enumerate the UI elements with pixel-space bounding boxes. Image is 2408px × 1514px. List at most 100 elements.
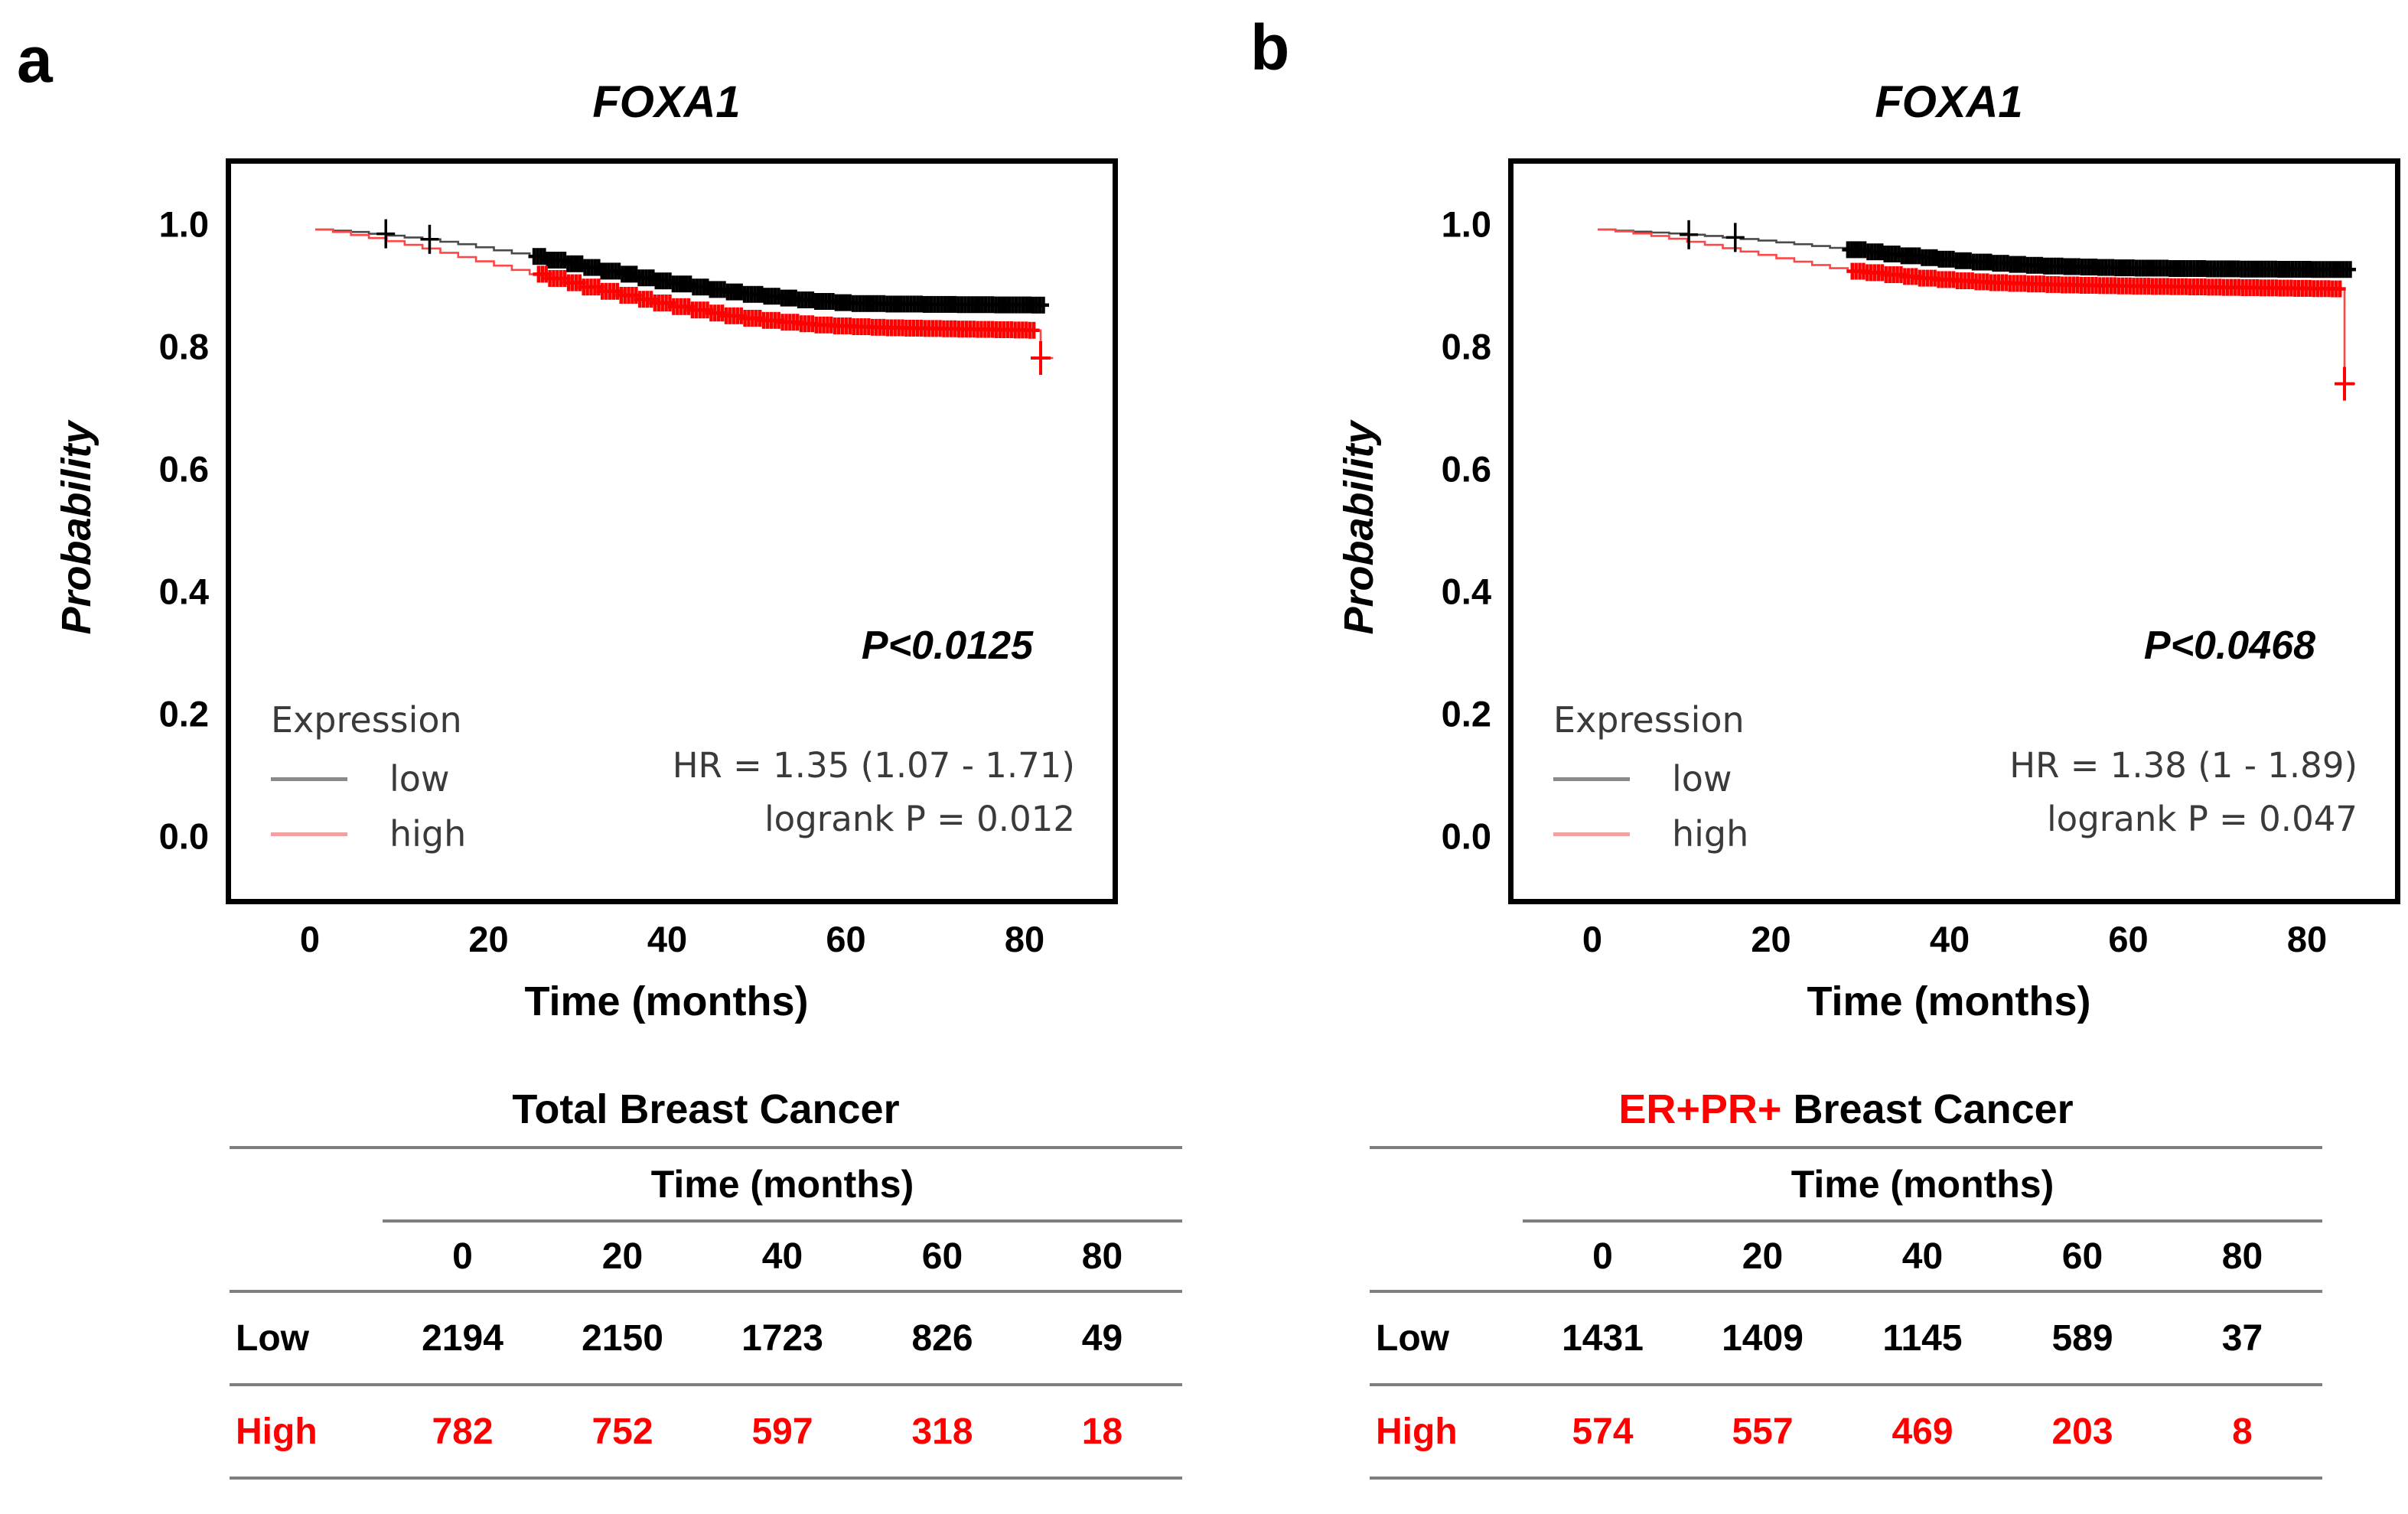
- panel-b-pvalue: P<0.0468: [2143, 624, 2315, 668]
- panel-b-risk-table: ER+PR+ Breast Cancer Time (months) 0 20 40 60…: [1370, 1073, 2322, 1480]
- ytick-label: 0.0: [158, 816, 209, 857]
- xtick-label: 80: [2286, 919, 2328, 959]
- risk-table-column-header: 0: [1592, 1236, 1613, 1277]
- ytick-label: 0.4: [1441, 571, 1491, 612]
- risk-table-column-header: 40: [761, 1236, 803, 1277]
- table-rule: [1370, 1477, 2322, 1480]
- table-rule: [1523, 1219, 2322, 1223]
- table-rule: [230, 1383, 1182, 1386]
- panel-a-legend-title: Expression: [271, 699, 462, 741]
- risk-table-value: 752: [591, 1411, 653, 1452]
- risk-table-value: 318: [911, 1411, 973, 1452]
- panel-a-legend-item-high: high: [271, 806, 466, 861]
- table-rule: [1370, 1290, 2322, 1293]
- risk-table-value: 8: [2232, 1411, 2253, 1452]
- risk-table-row-label: High: [236, 1411, 318, 1452]
- legend-label-low: low: [389, 758, 450, 799]
- risk-table-value: 1145: [1882, 1317, 1963, 1359]
- panel-a-stats: HR = 1.35 (1.07 - 1.71) logrank P = 0.01…: [673, 739, 1075, 846]
- panel-b-ylabel: Probability: [1336, 421, 1382, 635]
- ytick-label: 0.0: [1441, 816, 1491, 857]
- panel-a-risk-table: Total Breast Cancer Time (months) 0 20 40 60 8…: [230, 1073, 1182, 1480]
- panel-a-plot-box: Expression low high P<0.0125 HR = 1.35 (…: [226, 158, 1118, 904]
- panel-a-logrank-text: logrank P = 0.012: [764, 798, 1075, 839]
- panel-b-legend: Expression low high: [1553, 699, 1748, 861]
- risk-table-value: 782: [432, 1411, 494, 1452]
- low-line-swatch: [271, 777, 347, 781]
- legend-label-high: high: [1672, 813, 1749, 855]
- panel-a-xlabel: Time (months): [524, 978, 809, 1024]
- panel-b-legend-title: Expression: [1553, 699, 1745, 741]
- ytick-label: 1.0: [158, 203, 209, 245]
- legend-label-high: high: [389, 813, 467, 855]
- risk-table-column-headers: 0 20 40 60 80: [1370, 1223, 2322, 1290]
- panel-b-gene-title: FOXA1: [1875, 77, 2023, 127]
- risk-table-row-low: Low 1431 1409 1145 589 37: [1370, 1293, 2322, 1383]
- ytick-label: 0.6: [158, 448, 209, 490]
- risk-table-value: 557: [1732, 1411, 1794, 1452]
- panel-a-ylabel: Probability: [54, 421, 99, 635]
- risk-table-value: 1409: [1722, 1317, 1804, 1359]
- risk-table-value: 2194: [422, 1317, 503, 1359]
- xtick-label: 20: [1751, 919, 1791, 959]
- table-rule: [230, 1477, 1182, 1480]
- risk-table-title: ER+PR+ Breast Cancer: [1370, 1073, 2322, 1146]
- table-rule: [383, 1219, 1182, 1223]
- risk-table-column-headers: 0 20 40 60 80: [230, 1223, 1182, 1290]
- ytick-label: 0.8: [1441, 326, 1491, 367]
- panel-b-km-plot-canvas: [1598, 220, 2357, 401]
- xtick-label: 20: [468, 919, 509, 959]
- ytick-label: 0.4: [158, 571, 209, 612]
- low-line-swatch: [1553, 777, 1630, 781]
- panel-b-xlabel: Time (months): [1807, 978, 2091, 1024]
- panel-b-hr-text: HR = 1.38 (1 - 1.89): [2009, 745, 2357, 786]
- panel-a-gene-title: FOXA1: [592, 77, 741, 127]
- panel-a-km-plot-canvas: [315, 219, 1054, 375]
- panel-label-b: b: [1250, 11, 1290, 83]
- ytick-label: 0.6: [1441, 448, 1491, 490]
- risk-table-title: Total Breast Cancer: [230, 1073, 1182, 1146]
- risk-table-row-label: Low: [236, 1317, 309, 1359]
- panel-b-stats: HR = 1.38 (1 - 1.89) logrank P = 0.047: [2009, 739, 2357, 846]
- high-line-swatch: [271, 832, 347, 836]
- panel-b-legend-item-high: high: [1553, 806, 1748, 861]
- ytick-label: 0.2: [158, 693, 209, 734]
- risk-table-value: 1723: [741, 1317, 823, 1359]
- table-rule: [230, 1290, 1182, 1293]
- risk-table-row-high: High 782 752 597 318 18: [230, 1386, 1182, 1477]
- risk-table-row-high: High 574 557 469 203 8: [1370, 1386, 2322, 1477]
- xtick-label: 0: [1582, 919, 1603, 959]
- risk-table-value: 589: [2051, 1317, 2113, 1359]
- xtick-label: 0: [299, 919, 321, 959]
- panel-b-legend-item-low: low: [1553, 751, 1748, 806]
- risk-table-value: 2150: [582, 1317, 663, 1359]
- risk-table-title-part: Total Breast Cancer: [512, 1086, 900, 1132]
- high-line-swatch: [1553, 832, 1630, 836]
- risk-table-time-header: Time (months): [650, 1163, 914, 1206]
- risk-table-row-label: High: [1376, 1411, 1458, 1452]
- table-rule: [1370, 1383, 2322, 1386]
- risk-table-column-header: 20: [1742, 1236, 1784, 1277]
- risk-table-value: 469: [1892, 1411, 1953, 1452]
- xtick-label: 80: [1004, 919, 1045, 959]
- table-rule: [1370, 1146, 2322, 1149]
- xtick-label: 40: [1929, 919, 1970, 959]
- risk-table-column-header: 40: [1901, 1236, 1944, 1277]
- panel-b-logrank-text: logrank P = 0.047: [2047, 798, 2357, 839]
- risk-table-column-header: 20: [601, 1236, 644, 1277]
- risk-table-row-low: Low 2194 2150 1723 826 49: [230, 1293, 1182, 1383]
- panel-b-plot-box: Expression low high P<0.0468 HR = 1.38 (…: [1508, 158, 2400, 904]
- risk-table-value: 597: [751, 1411, 813, 1452]
- ytick-label: 0.8: [158, 326, 209, 367]
- panel-label-a: a: [17, 24, 53, 96]
- table-rule: [230, 1146, 1182, 1149]
- risk-table-column-header: 80: [2221, 1236, 2263, 1277]
- risk-table-value: 49: [1081, 1317, 1123, 1359]
- risk-table-value: 826: [911, 1317, 973, 1359]
- ytick-label: 0.2: [1441, 693, 1491, 734]
- risk-table-row-label: Low: [1376, 1317, 1449, 1359]
- risk-table-column-header: 60: [2061, 1236, 2103, 1277]
- risk-table-time-header: Time (months): [1791, 1163, 2054, 1206]
- panel-a-hr-text: HR = 1.35 (1.07 - 1.71): [672, 745, 1075, 786]
